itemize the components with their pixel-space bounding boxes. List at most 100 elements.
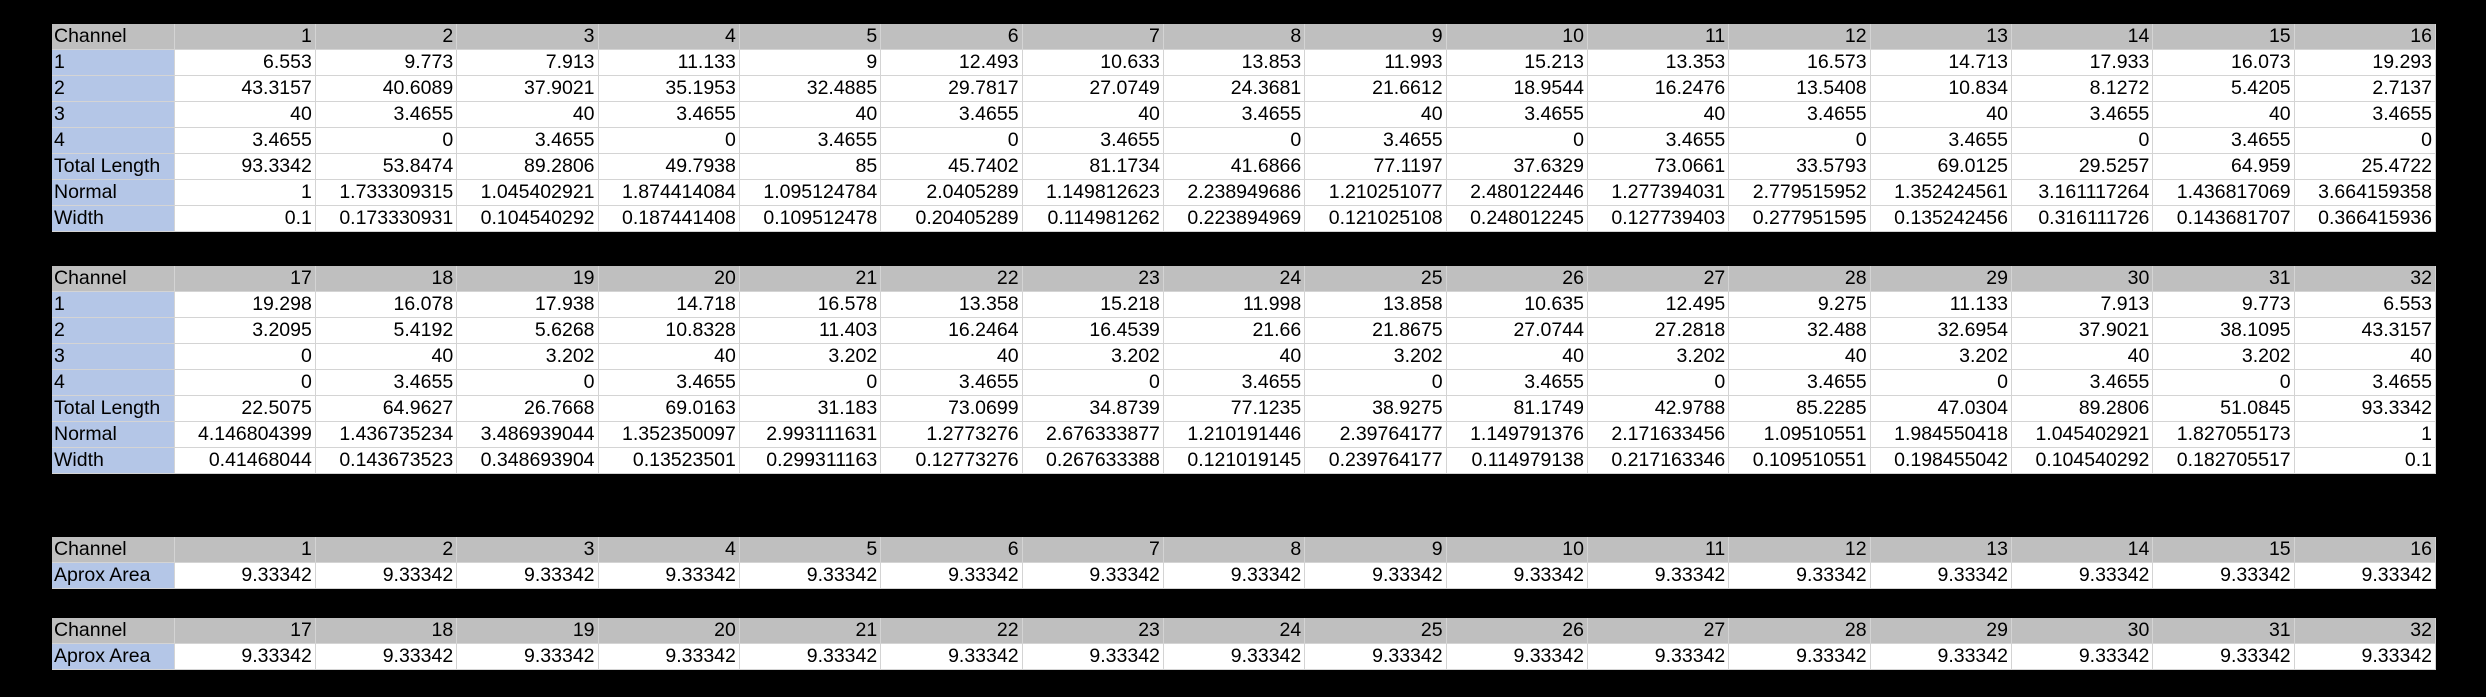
value-cell[interactable]: 9.33342	[315, 562, 458, 589]
value-cell[interactable]: 0	[2152, 369, 2295, 396]
value-cell[interactable]: 9.33342	[1870, 643, 2012, 670]
value-cell[interactable]: 19.298	[174, 291, 316, 318]
value-cell[interactable]: 0.104540292	[2011, 447, 2154, 474]
value-cell[interactable]: 3.4655	[1304, 127, 1447, 154]
header-cell[interactable]: 8	[1163, 537, 1306, 563]
value-cell[interactable]: 1.149812623	[1022, 179, 1164, 206]
header-cell[interactable]: 32	[2294, 266, 2437, 292]
value-cell[interactable]: 81.1734	[1022, 153, 1164, 180]
header-cell[interactable]: 8	[1163, 24, 1306, 50]
value-cell[interactable]: 0	[1446, 127, 1588, 154]
value-cell[interactable]: 40	[1304, 101, 1447, 128]
value-cell[interactable]: 26.7668	[456, 395, 599, 422]
header-cell[interactable]: 16	[2294, 24, 2437, 50]
value-cell[interactable]: 47.0304	[1870, 395, 2012, 422]
row-label-cell[interactable]: Normal	[52, 421, 175, 448]
value-cell[interactable]: 2.676333877	[1022, 421, 1164, 448]
header-label-cell[interactable]: Channel	[52, 618, 175, 644]
value-cell[interactable]: 3.202	[739, 343, 882, 370]
value-cell[interactable]: 9.33342	[739, 562, 882, 589]
value-cell[interactable]: 89.2806	[2011, 395, 2154, 422]
value-cell[interactable]: 0.20405289	[880, 205, 1023, 232]
value-cell[interactable]: 9.33342	[598, 643, 740, 670]
value-cell[interactable]: 40	[2152, 101, 2295, 128]
value-cell[interactable]: 2.171633456	[1587, 421, 1730, 448]
value-cell[interactable]: 81.1749	[1446, 395, 1588, 422]
value-cell[interactable]: 0.104540292	[456, 205, 599, 232]
value-cell[interactable]: 3.202	[1022, 343, 1164, 370]
value-cell[interactable]: 25.4722	[2294, 153, 2437, 180]
value-cell[interactable]: 3.4655	[880, 101, 1023, 128]
value-cell[interactable]: 24.3681	[1163, 75, 1306, 102]
value-cell[interactable]: 40.6089	[315, 75, 458, 102]
value-cell[interactable]: 40	[598, 343, 740, 370]
value-cell[interactable]: 2.993111631	[739, 421, 882, 448]
value-cell[interactable]: 3.664159358	[2294, 179, 2437, 206]
value-cell[interactable]: 9.33342	[1446, 643, 1588, 670]
header-cell[interactable]: 30	[2011, 618, 2154, 644]
header-cell[interactable]: 17	[174, 618, 316, 644]
value-cell[interactable]: 9.33342	[1728, 643, 1871, 670]
value-cell[interactable]: 15.218	[1022, 291, 1164, 318]
header-cell[interactable]: 3	[456, 537, 599, 563]
header-cell[interactable]: 25	[1304, 266, 1447, 292]
value-cell[interactable]: 0.41468044	[174, 447, 316, 474]
value-cell[interactable]: 9.33342	[1163, 643, 1306, 670]
value-cell[interactable]: 13.858	[1304, 291, 1447, 318]
value-cell[interactable]: 9.33342	[739, 643, 882, 670]
value-cell[interactable]: 3.4655	[2011, 369, 2154, 396]
value-cell[interactable]: 1	[174, 179, 316, 206]
row-label-cell[interactable]: Normal	[52, 179, 175, 206]
value-cell[interactable]: 33.5793	[1728, 153, 1871, 180]
value-cell[interactable]: 9.33342	[174, 562, 316, 589]
value-cell[interactable]: 9.33342	[2294, 643, 2437, 670]
value-cell[interactable]: 3.202	[1870, 343, 2012, 370]
value-cell[interactable]: 0.109510551	[1728, 447, 1871, 474]
value-cell[interactable]: 11.133	[1870, 291, 2012, 318]
value-cell[interactable]: 9.773	[315, 49, 458, 76]
value-cell[interactable]: 3.4655	[315, 101, 458, 128]
row-label-cell[interactable]: Width	[52, 447, 175, 474]
value-cell[interactable]: 49.7938	[598, 153, 740, 180]
value-cell[interactable]: 3.4655	[1870, 127, 2012, 154]
value-cell[interactable]: 27.0749	[1022, 75, 1164, 102]
value-cell[interactable]: 16.4539	[1022, 317, 1164, 344]
value-cell[interactable]: 0	[1870, 369, 2012, 396]
value-cell[interactable]: 3.4655	[1587, 127, 1730, 154]
header-label-cell[interactable]: Channel	[52, 266, 175, 292]
value-cell[interactable]: 17.933	[2011, 49, 2154, 76]
value-cell[interactable]: 5.6268	[456, 317, 599, 344]
header-cell[interactable]: 31	[2152, 266, 2295, 292]
value-cell[interactable]: 0.187441408	[598, 205, 740, 232]
value-cell[interactable]: 0.267633388	[1022, 447, 1164, 474]
value-cell[interactable]: 0.127739403	[1587, 205, 1730, 232]
value-cell[interactable]: 3.4655	[174, 127, 316, 154]
value-cell[interactable]: 0.13523501	[598, 447, 740, 474]
value-cell[interactable]: 3.202	[2152, 343, 2295, 370]
header-cell[interactable]: 2	[315, 537, 458, 563]
value-cell[interactable]: 16.078	[315, 291, 458, 318]
value-cell[interactable]: 3.2095	[174, 317, 316, 344]
value-cell[interactable]: 42.9788	[1587, 395, 1730, 422]
value-cell[interactable]: 9.33342	[2152, 643, 2295, 670]
row-label-cell[interactable]: 1	[52, 291, 175, 318]
header-cell[interactable]: 27	[1587, 618, 1730, 644]
header-cell[interactable]: 7	[1022, 537, 1164, 563]
header-cell[interactable]: 23	[1022, 266, 1164, 292]
value-cell[interactable]: 3.4655	[1728, 101, 1871, 128]
value-cell[interactable]: 0.114979138	[1446, 447, 1588, 474]
header-cell[interactable]: 26	[1446, 266, 1588, 292]
header-cell[interactable]: 18	[315, 266, 458, 292]
value-cell[interactable]: 10.635	[1446, 291, 1588, 318]
value-cell[interactable]: 0	[174, 369, 316, 396]
value-cell[interactable]: 1.352424561	[1870, 179, 2012, 206]
value-cell[interactable]: 0.135242456	[1870, 205, 2012, 232]
header-cell[interactable]: 19	[456, 266, 599, 292]
value-cell[interactable]: 73.0661	[1587, 153, 1730, 180]
header-cell[interactable]: 11	[1587, 24, 1730, 50]
value-cell[interactable]: 37.6329	[1446, 153, 1588, 180]
header-cell[interactable]: 14	[2011, 537, 2154, 563]
value-cell[interactable]: 2.0405289	[880, 179, 1023, 206]
value-cell[interactable]: 45.7402	[880, 153, 1023, 180]
value-cell[interactable]: 1.436735234	[315, 421, 458, 448]
